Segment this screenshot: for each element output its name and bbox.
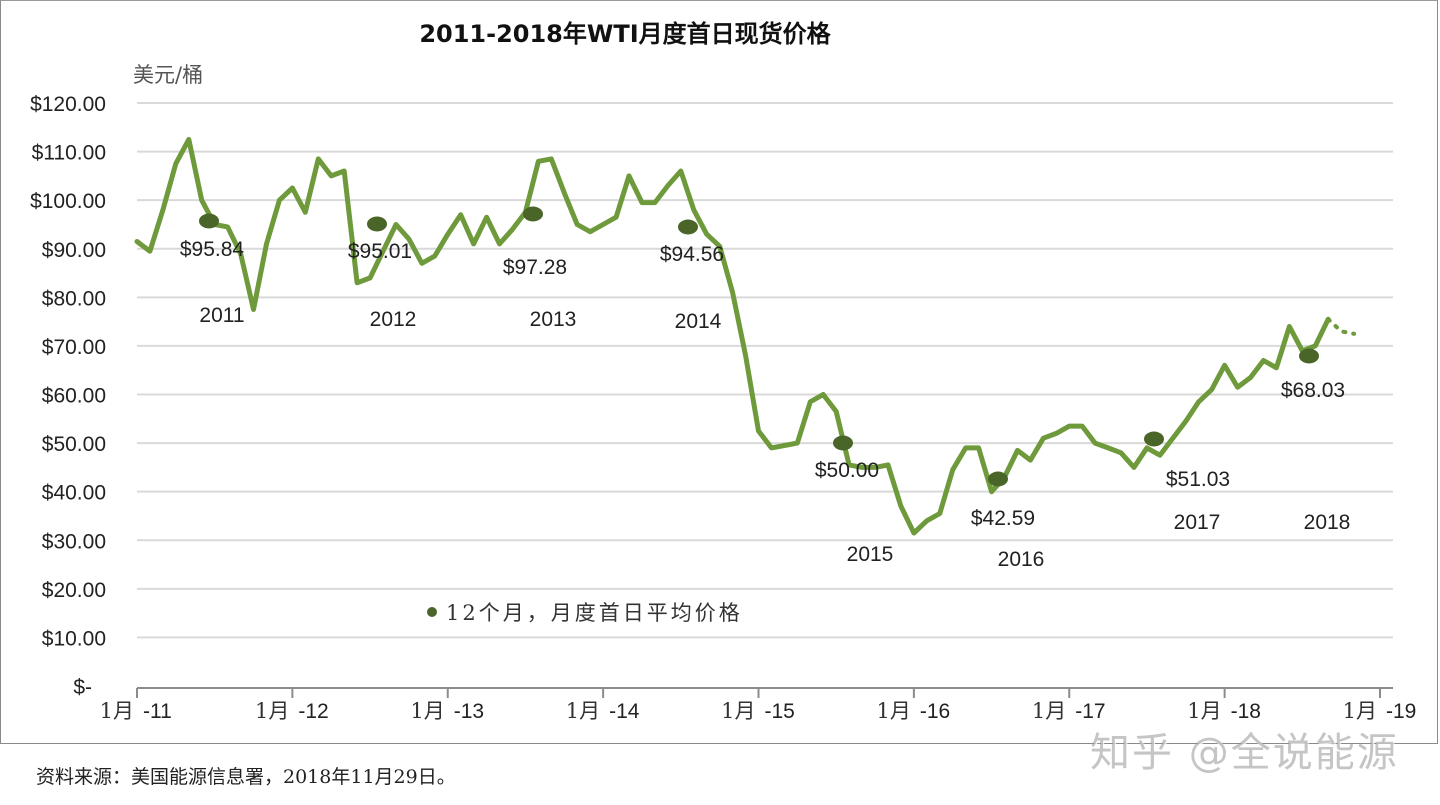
x-tick-label: 1月 -19	[1343, 699, 1417, 723]
x-tick-year: -12	[298, 700, 328, 723]
y-tick-label: $50.00	[42, 433, 106, 456]
average-value-label: $97.28	[503, 256, 567, 279]
wti-price-line	[134, 136, 1331, 536]
line-chart: 2011-2018年WTI月度首日现货价格 美元/桶 $- $10.00 $20.0…	[30, 20, 1417, 723]
x-axis: 1月 -11 1月 -12 1月 -13 1月 -14 1月 -15 1月 -16 1月 -17 1月 -18…	[100, 687, 1417, 723]
average-value-label: $94.56	[660, 243, 724, 266]
x-tick-month: 1月	[410, 699, 444, 723]
chart-title: 2011-2018年WTI月度首日现货价格	[419, 20, 831, 48]
x-tick-month: 1月	[1343, 699, 1377, 723]
year-label: 2012	[370, 308, 417, 331]
average-value-label: $68.03	[1281, 379, 1345, 402]
x-tick-year: -14	[609, 700, 640, 723]
legend: 12个月，月度首日平均价格	[427, 601, 743, 625]
y-tick-label: $30.00	[42, 530, 106, 553]
x-tick-label: 1月 -15	[721, 699, 795, 723]
x-tick-month: 1月	[1032, 699, 1066, 723]
average-value-label: $51.03	[1166, 468, 1230, 491]
x-tick-year: -17	[1075, 700, 1105, 723]
x-tick-label: 1月 -17	[1032, 699, 1106, 723]
forecast-dotted-line	[1326, 317, 1357, 336]
y-tick-label: $110.00	[32, 142, 106, 165]
x-tick-year: -15	[765, 700, 795, 723]
y-tick-label: $60.00	[42, 385, 106, 408]
annual-average-dots: $95.84 $95.01 $97.28 $94.56 $50.00 $42.59 $51.…	[180, 206, 1345, 530]
year-label: 2018	[1304, 511, 1351, 534]
y-tick-label: $-	[73, 676, 92, 699]
x-tick-month: 1月	[721, 699, 755, 723]
legend-label: 12个月，月度首日平均价格	[446, 601, 743, 625]
annual-average-dot	[1299, 348, 1319, 364]
x-tick-month: 1月	[877, 699, 911, 723]
year-label: 2016	[998, 548, 1045, 571]
average-value-label: $95.01	[348, 240, 412, 263]
price-line	[134, 136, 1357, 536]
average-value-label: $95.84	[180, 238, 245, 261]
legend-marker-icon	[427, 607, 437, 617]
y-axis-ticks: $- $10.00 $20.00 $30.00 $40.00 $50.00 $60.00 $7…	[30, 93, 106, 699]
y-tick-label: $80.00	[42, 287, 106, 310]
x-tick-label: 1月 -12	[255, 699, 329, 723]
x-tick-label: 1月 -11	[100, 699, 172, 723]
year-label: 2013	[530, 308, 577, 331]
x-tick-year: -16	[920, 700, 950, 723]
year-label: 2015	[847, 543, 894, 566]
year-label: 2014	[675, 310, 722, 333]
x-tick-month: 1月	[100, 699, 134, 723]
year-annotations: 2011 2012 2013 2014 2015 2016 2017 2018	[199, 304, 1350, 571]
y-tick-label: $90.00	[42, 239, 106, 262]
x-tick-year: -19	[1386, 700, 1416, 723]
y-tick-label: $120.00	[30, 93, 106, 116]
annual-average-dot	[678, 219, 698, 235]
x-tick-label: 1月 -18	[1187, 699, 1261, 723]
annual-average-dot	[367, 216, 387, 232]
x-tick-year: -18	[1231, 700, 1261, 723]
x-tick-year: -11	[143, 700, 172, 723]
annual-average-dot	[523, 206, 543, 222]
y-tick-label: $10.00	[42, 627, 106, 650]
y-axis-unit-label: 美元/桶	[133, 63, 203, 87]
x-tick-year: -13	[454, 700, 484, 723]
chart-frame	[0, 0, 1438, 744]
average-value-label: $42.59	[971, 507, 1035, 530]
annual-average-dot	[833, 435, 853, 451]
y-tick-label: $100.00	[30, 190, 106, 213]
x-tick-month: 1月	[1187, 699, 1221, 723]
watermark: 知乎 @全说能源	[1090, 730, 1399, 776]
y-tick-label: $20.00	[42, 579, 106, 602]
x-tick-label: 1月 -16	[877, 699, 951, 723]
y-tick-label: $70.00	[42, 336, 106, 359]
x-tick-label: 1月 -13	[410, 699, 484, 723]
x-tick-month: 1月	[255, 699, 289, 723]
x-tick-month: 1月	[566, 699, 600, 723]
annual-average-dot	[988, 471, 1008, 487]
annual-average-dot	[199, 213, 219, 229]
annual-average-dot	[1144, 431, 1164, 447]
x-tick-label: 1月 -14	[566, 699, 640, 723]
gridlines	[137, 102, 1393, 639]
year-label: 2011	[199, 304, 244, 327]
y-tick-label: $40.00	[42, 482, 106, 505]
source-note: 资料来源：美国能源信息署，2018年11月29日。	[36, 766, 456, 788]
year-label: 2017	[1174, 511, 1221, 534]
average-value-label: $50.00	[815, 459, 879, 482]
